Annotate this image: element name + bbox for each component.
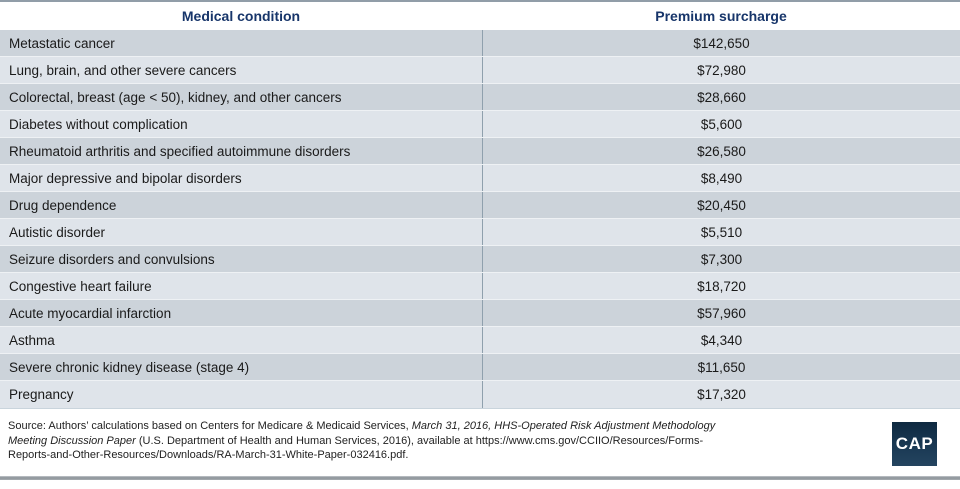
condition-cell: Severe chronic kidney disease (stage 4): [9, 359, 250, 375]
table-row: Congestive heart failure $18,720: [0, 273, 960, 300]
surcharge-cell: $26,580: [482, 138, 960, 164]
condition-cell: Major depressive and bipolar disorders: [9, 170, 242, 186]
table-header-row: Medical condition Premium surcharge: [0, 2, 960, 30]
condition-cell: Drug dependence: [9, 197, 117, 213]
table-body: Metastatic cancer $142,650 Lung, brain, an…: [0, 30, 960, 409]
condition-cell: Seizure disorders and convulsions: [9, 251, 215, 267]
table-row: Lung, brain, and other severe cancers $72…: [0, 57, 960, 84]
condition-cell: Diabetes without complication: [9, 116, 188, 132]
table-row: Rheumatoid arthritis and specified autoi…: [0, 138, 960, 165]
surcharge-cell: $7,300: [482, 246, 960, 272]
table-row: Drug dependence $20,450: [0, 192, 960, 219]
table-row: Asthma $4,340: [0, 327, 960, 354]
source-text: Source: Authors’ calculations based on C…: [8, 420, 716, 461]
table-row: Autistic disorder $5,510: [0, 219, 960, 246]
table-row: Seizure disorders and convulsions $7,300: [0, 246, 960, 273]
table-row: Colorectal, breast (age < 50), kidney, a…: [0, 84, 960, 111]
surcharge-cell: $18,720: [482, 273, 960, 299]
condition-cell: Asthma: [9, 332, 55, 348]
cap-logo: CAP: [892, 422, 937, 466]
table-row: Major depressive and bipolar disorders $8…: [0, 165, 960, 192]
condition-cell: Acute myocardial infarction: [9, 305, 172, 321]
top-border: [0, 0, 960, 2]
surcharge-cell: $20,450: [482, 192, 960, 218]
surcharge-cell: $28,660: [482, 84, 960, 110]
surcharge-cell: $72,980: [482, 57, 960, 83]
surcharge-cell: $142,650: [482, 30, 960, 56]
column-header-medical-condition: Medical condition: [181, 8, 301, 24]
table-row: Acute myocardial infarction $57,960: [0, 300, 960, 327]
table-row: Diabetes without complication $5,600: [0, 111, 960, 138]
surcharge-cell: $57,960: [482, 300, 960, 326]
surcharge-cell: $17,320: [482, 381, 960, 408]
condition-cell: Colorectal, breast (age < 50), kidney, a…: [9, 89, 342, 105]
data-table: Medical condition Premium surcharge Meta…: [0, 2, 960, 409]
column-header-premium-surcharge: Premium surcharge: [655, 8, 787, 24]
surcharge-cell: $5,510: [482, 219, 960, 245]
surcharge-cell: $11,650: [482, 354, 960, 380]
condition-cell: Metastatic cancer: [9, 35, 115, 51]
condition-cell: Congestive heart failure: [9, 278, 152, 294]
condition-cell: Autistic disorder: [9, 224, 106, 240]
table-row: Metastatic cancer $142,650: [0, 30, 960, 57]
condition-cell: Rheumatoid arthritis and specified autoi…: [9, 143, 351, 159]
surcharge-cell: $8,490: [482, 165, 960, 191]
bottom-border: [0, 476, 960, 480]
surcharge-cell: $4,340: [482, 327, 960, 353]
table-row: Pregnancy $17,320: [0, 381, 960, 408]
condition-cell: Lung, brain, and other severe cancers: [9, 62, 237, 78]
condition-cell: Pregnancy: [9, 387, 74, 402]
table-row: Severe chronic kidney disease (stage 4) $…: [0, 354, 960, 381]
surcharge-cell: $5,600: [482, 111, 960, 137]
